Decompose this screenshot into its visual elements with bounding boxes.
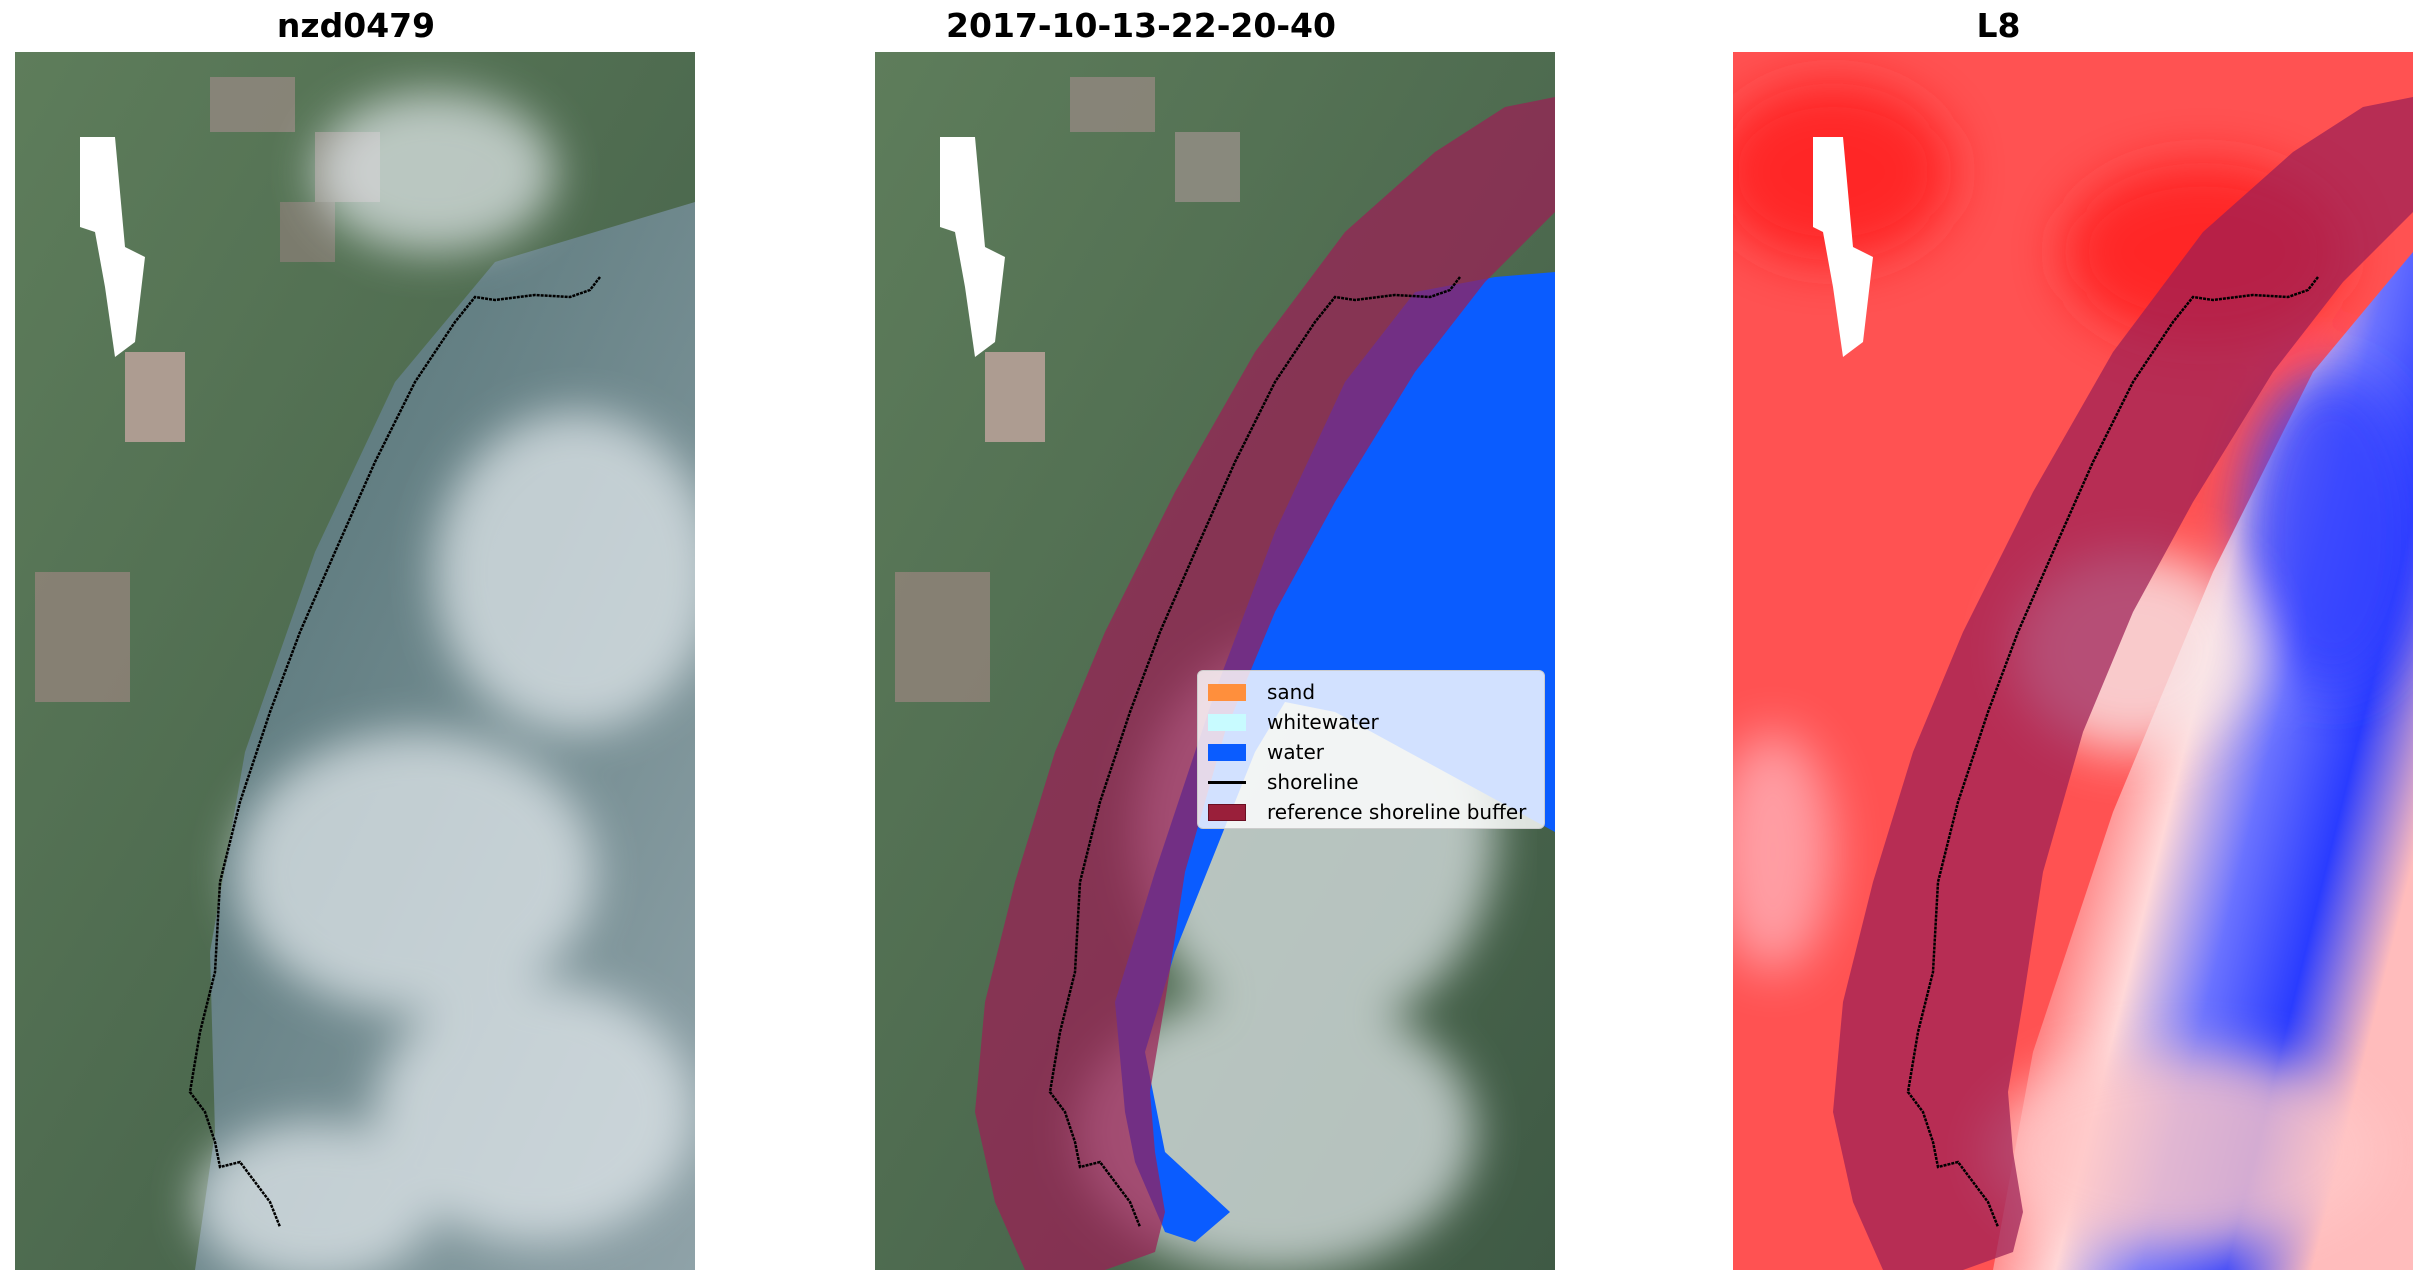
legend: sand whitewater water shoreline referenc… [1197,670,1545,829]
classified-satellite-image [875,52,1555,1270]
legend-label: reference shoreline buffer [1267,800,1527,824]
sand-swatch [1208,683,1246,701]
panel-index: L8 [1570,0,2427,1283]
panel-title: nzd0479 [276,6,436,45]
water-swatch [1208,743,1246,761]
panel-classification: 2017-10-13-22-20-40 [712,0,1570,1283]
legend-item-sand: sand [1208,677,1544,707]
shoreline-line-swatch [1208,780,1246,784]
legend-label: sand [1267,680,1316,704]
legend-item-water: water [1208,737,1544,767]
legend-label: water [1267,740,1324,764]
panel-title: L8 [1976,6,2021,45]
legend-item-reference-shoreline-buffer: reference shoreline buffer [1208,797,1544,827]
legend-label: whitewater [1267,710,1379,734]
legend-label: shoreline [1267,770,1359,794]
panel-rgb: nzd0479 [0,0,712,1283]
legend-item-whitewater: whitewater [1208,707,1544,737]
buffer-swatch [1208,803,1246,821]
legend-item-shoreline: shoreline [1208,767,1544,797]
rgb-satellite-image [15,52,695,1270]
panel-title: 2017-10-13-22-20-40 [946,6,1336,45]
whitewater-swatch [1208,713,1246,731]
index-image [1733,52,2413,1270]
